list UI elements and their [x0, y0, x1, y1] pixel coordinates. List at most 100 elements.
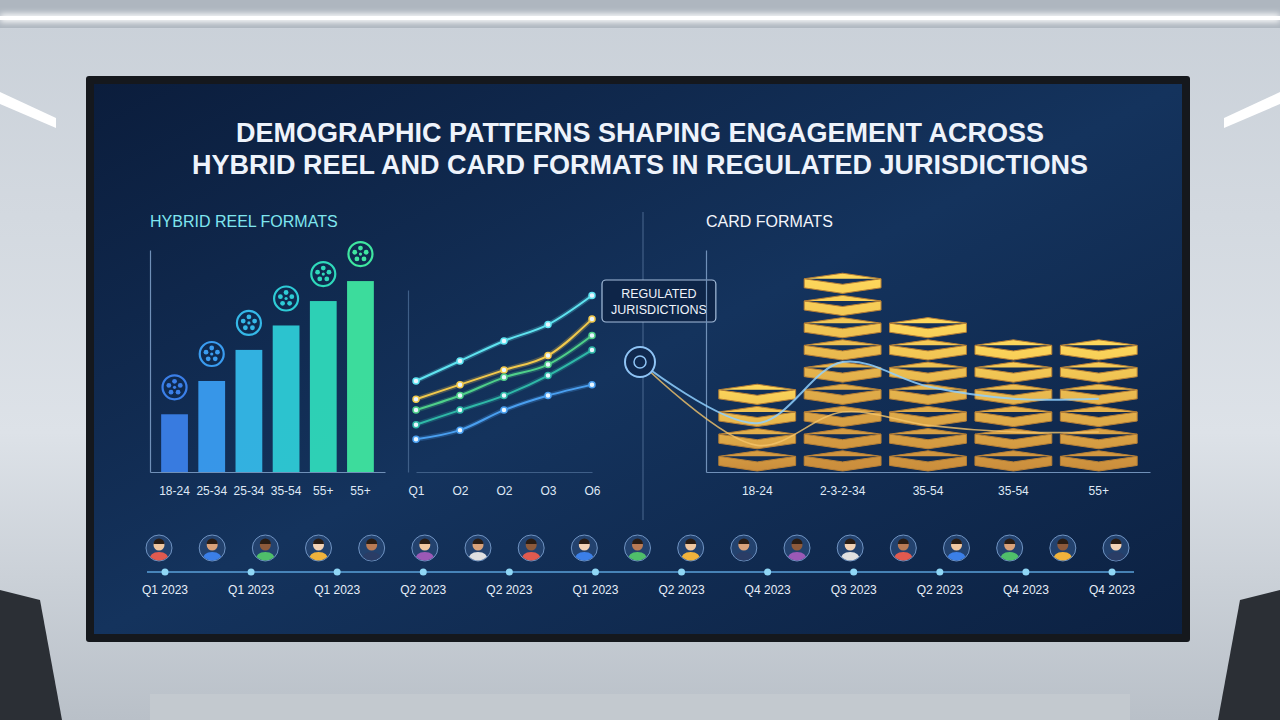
- reel-hole: [213, 356, 218, 361]
- bar: [236, 350, 263, 472]
- reel-hole: [206, 356, 211, 361]
- timeline-label: Q3 2023: [831, 583, 877, 597]
- avatar-head: [792, 540, 803, 551]
- reel-hole: [284, 290, 289, 295]
- avatar: [944, 535, 970, 562]
- tick: 55+: [313, 472, 333, 498]
- timeline-dot: [420, 569, 427, 576]
- avatar-head: [473, 540, 484, 551]
- timeline-label: Q1 2023: [572, 583, 618, 597]
- avatar-hair: [632, 539, 643, 545]
- avatar: [997, 535, 1023, 562]
- avatar-bg: [890, 535, 916, 561]
- side-light: [1224, 92, 1280, 128]
- avatar: [146, 535, 172, 562]
- x-axis-line: [151, 472, 386, 473]
- x-axis: Q1O2O2O3O6: [408, 472, 600, 498]
- avatar-bg: [784, 535, 810, 561]
- reel-ring: [237, 311, 261, 335]
- avatar-head: [526, 540, 537, 551]
- ceiling-light-glow: [0, 14, 1280, 22]
- point: [413, 422, 419, 428]
- point: [501, 338, 507, 344]
- connector-curve: [640, 362, 1099, 446]
- reel-hole: [169, 390, 174, 395]
- tick: O3: [540, 472, 556, 498]
- avatar-hair: [579, 539, 590, 545]
- y-axis-line: [706, 251, 707, 473]
- avatar-head: [951, 540, 962, 551]
- avatar: [1103, 535, 1129, 562]
- avatar-body: [947, 552, 967, 562]
- avatar-body: [734, 552, 754, 562]
- avatar-body: [415, 552, 435, 562]
- reel-hole: [176, 390, 181, 395]
- avatar: [465, 535, 491, 562]
- tick-label: 55+: [350, 484, 370, 498]
- avatar: [1050, 535, 1076, 562]
- tick-label: O2: [452, 484, 468, 498]
- avatar-hair: [419, 539, 430, 545]
- tick-label: 55+: [313, 484, 333, 498]
- reel-icon: [311, 262, 335, 286]
- point: [589, 382, 595, 388]
- point: [545, 362, 551, 368]
- point: [545, 393, 551, 399]
- chair: [0, 590, 62, 720]
- tick-label: O2: [496, 484, 512, 498]
- reel-hole: [358, 246, 363, 251]
- tick: O6: [584, 472, 600, 498]
- panel-title: CARD FORMATS: [706, 213, 833, 230]
- point: [413, 396, 419, 402]
- avatar-head: [632, 540, 643, 551]
- card-stack: [975, 340, 1052, 471]
- timeline-dot: [1109, 569, 1116, 576]
- reel-hole: [280, 301, 285, 306]
- avatar-hair: [792, 539, 803, 545]
- reel-hole: [278, 294, 283, 299]
- point: [501, 393, 507, 399]
- avatar-hair: [313, 539, 324, 545]
- tick-label: 35-54: [913, 484, 944, 498]
- tick: 35-54: [913, 472, 944, 498]
- annotation-box: [602, 280, 716, 322]
- reel-hole: [327, 270, 332, 275]
- annotation: REGULATEDJURISDICTIONS: [611, 287, 707, 317]
- point: [501, 407, 507, 413]
- tick-label: 18-24: [159, 484, 190, 498]
- avatar-head: [419, 540, 430, 551]
- avatar: [678, 535, 704, 562]
- line-glow: [416, 385, 592, 440]
- y-axis: [150, 251, 151, 473]
- timeline-label: Q2 2023: [400, 583, 446, 597]
- avatar-body: [521, 552, 541, 562]
- point: [545, 322, 551, 328]
- reel-hole: [355, 257, 360, 262]
- avatar-hair: [1111, 539, 1122, 545]
- reel-icon: [348, 242, 372, 266]
- x-axis-line: [707, 472, 1151, 473]
- avatar-hair: [260, 539, 271, 545]
- point: [501, 374, 507, 380]
- ceiling: [0, 0, 1280, 28]
- point: [545, 373, 551, 379]
- avatar-hair: [1057, 539, 1068, 545]
- reel-hole: [324, 277, 329, 282]
- point: [413, 378, 419, 384]
- avatar-head: [1057, 540, 1068, 551]
- timeline-label: Q2 2023: [659, 583, 705, 597]
- bar: [161, 414, 188, 472]
- timeline-label: Q1 2023: [228, 583, 274, 597]
- timeline-dot: [592, 569, 599, 576]
- avatar-bg: [997, 535, 1023, 561]
- reel-hole: [172, 379, 177, 384]
- reel-hole: [204, 350, 209, 355]
- tick-label: O6: [584, 484, 600, 498]
- avatar-bg: [678, 535, 704, 561]
- timeline-dot: [506, 569, 513, 576]
- panel-2: CARD FORMATS18-242-3-2-3435-5435-5455+: [706, 213, 1151, 498]
- avatar-body: [628, 552, 648, 562]
- point: [457, 382, 463, 388]
- reel-hole: [321, 266, 326, 271]
- avatar-body: [309, 552, 329, 562]
